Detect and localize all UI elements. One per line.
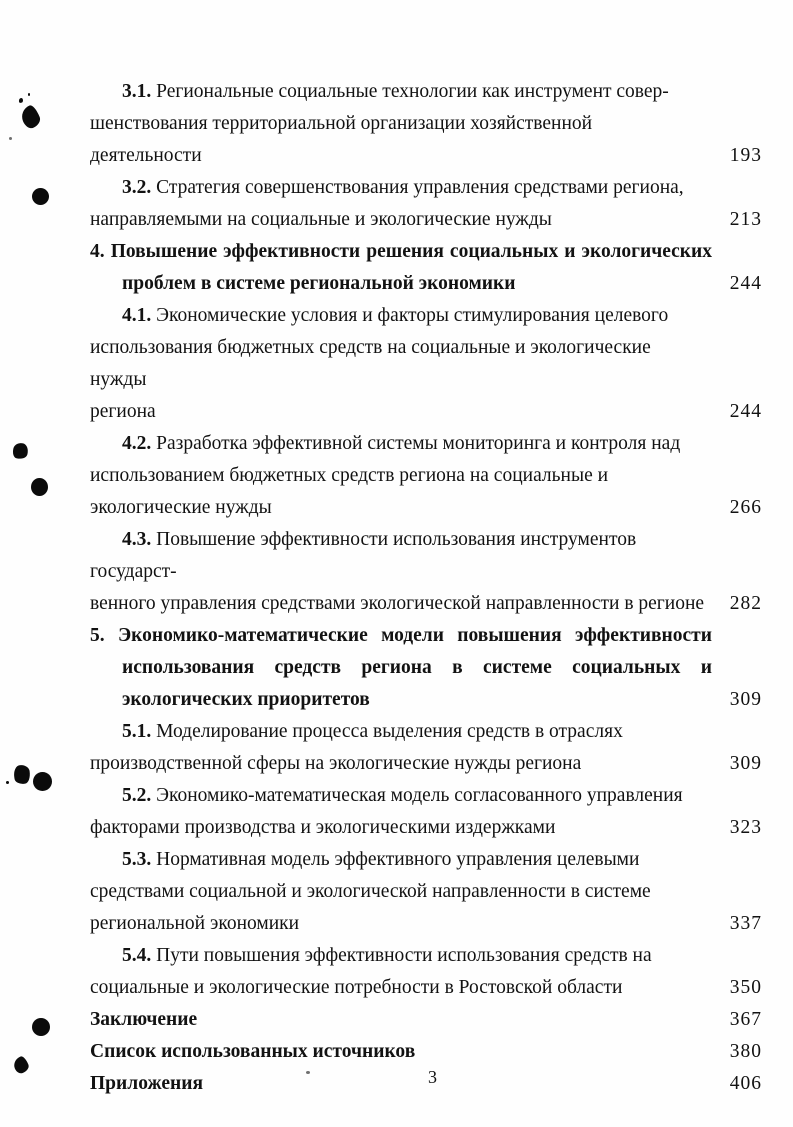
- toc-entry-pagenum: 266: [729, 497, 762, 518]
- toc-entry-line: Приложения: [90, 1073, 204, 1094]
- toc-entry-number: 5.4.: [122, 945, 152, 966]
- toc-entry-line: Заключение: [90, 1009, 198, 1030]
- toc-entry: 5.3. Нормативная модель эффективного упр…: [90, 844, 762, 940]
- toc-entry-pagenum: 380: [729, 1041, 762, 1062]
- toc-entry-number: 5.3.: [122, 849, 152, 870]
- toc-entry-line: 4.2. Разработка эффективной системы мони…: [122, 433, 681, 454]
- toc-entry: 4. Повышение эффективности решения социа…: [90, 236, 762, 300]
- toc-entry-number: 4.3.: [122, 529, 152, 550]
- ink-dot: [32, 1018, 50, 1036]
- toc-entry-line: социальные и экологические потребности в…: [90, 977, 623, 998]
- ink-speck: [28, 93, 30, 96]
- toc-entry-line: деятельности: [90, 145, 202, 166]
- ink-speck: [6, 781, 9, 784]
- toc-entry-line: региона: [90, 401, 156, 422]
- ink-dot: [33, 772, 52, 791]
- toc-entry-line: направляемыми на социальные и экологичес…: [90, 209, 552, 230]
- toc-entry-line: 3.1. Региональные социальные технологии …: [122, 81, 669, 102]
- toc-entry: 4.2. Разработка эффективной системы мони…: [90, 428, 762, 524]
- toc-entry-pagenum: 244: [729, 401, 762, 422]
- toc-entry-pagenum: 350: [729, 977, 762, 998]
- toc-entry-line: венного управления средствами экологичес…: [90, 593, 705, 614]
- toc-entry-pagenum: 193: [729, 145, 762, 166]
- toc-entry: Заключение 367: [90, 1004, 762, 1036]
- toc-entry-number: 4.: [90, 241, 105, 262]
- toc-entry: Приложения 406: [90, 1068, 762, 1100]
- toc-entry: 5. Экономико-математические модели повыш…: [90, 620, 762, 716]
- toc-entry-line: 5.3. Нормативная модель эффективного упр…: [122, 849, 640, 870]
- toc-entry-number: 5.1.: [122, 721, 152, 742]
- toc-entry: 3.2. Стратегия совершенствования управле…: [90, 172, 762, 236]
- toc-entry-number: 3.1.: [122, 81, 152, 102]
- toc-entry-line: 5.4. Пути повышения эффективности исполь…: [122, 945, 652, 966]
- toc-entry-line: шенствования территориальной организации…: [90, 113, 593, 134]
- scan-speck: [306, 1071, 310, 1074]
- toc-entry-number: 4.2.: [122, 433, 152, 454]
- toc-entry: 4.1. Экономические условия и факторы сти…: [90, 300, 762, 428]
- toc-entry-line: 5. Экономико-математические модели повыш…: [90, 625, 712, 646]
- toc-entry-line: 5.1. Моделирование процесса выделения ср…: [122, 721, 623, 742]
- toc-entry-line: проблем в системе региональной экономики: [122, 273, 516, 294]
- toc-entry-pagenum: 406: [729, 1073, 762, 1094]
- toc-entry-pagenum: 309: [729, 753, 762, 774]
- toc-entry-line: 4.1. Экономические условия и факторы сти…: [122, 305, 669, 326]
- toc-entry-pagenum: 323: [729, 817, 762, 838]
- toc-entry-line: использования бюджетных средств на социа…: [90, 337, 651, 390]
- toc-entry-pagenum: 337: [729, 913, 762, 934]
- ink-dot: [31, 478, 48, 496]
- toc-entry: 4.3. Повышение эффективности использован…: [90, 524, 762, 620]
- toc-entry: 5.4. Пути повышения эффективности исполь…: [90, 940, 762, 1004]
- toc-entry-line: 4. Повышение эффективности решения социа…: [90, 241, 712, 262]
- toc-entry-pagenum: 367: [729, 1009, 762, 1030]
- toc-entry-line: экологические нужды: [90, 497, 272, 518]
- page-number: 3: [428, 1067, 437, 1087]
- toc-entry-line: использованием бюджетных средств региона…: [90, 465, 609, 486]
- toc-entry-line: 4.3. Повышение эффективности использован…: [90, 529, 637, 582]
- toc-entry-number: 5.2.: [122, 785, 152, 806]
- toc-entry: 5.2. Экономико-математическая модель сог…: [90, 780, 762, 844]
- toc-entry-line: факторами производства и экологическими …: [90, 817, 556, 838]
- toc-entry-number: 5.: [90, 625, 105, 646]
- toc-entry-line: Список использованных источников: [90, 1041, 416, 1062]
- toc-entry-number: 4.1.: [122, 305, 152, 326]
- toc-entry: 5.1. Моделирование процесса выделения ср…: [90, 716, 762, 780]
- toc-entry-line: производственной сферы на экологические …: [90, 753, 582, 774]
- ink-dot: [32, 188, 49, 205]
- toc-list: 3.1. Региональные социальные технологии …: [0, 76, 793, 1100]
- toc-entry-line: экологических приоритетов: [122, 689, 370, 710]
- toc-entry-line: использования средств региона в системе …: [122, 657, 712, 678]
- toc-entry-line: региональной экономики: [90, 913, 300, 934]
- toc-entry-pagenum: 213: [729, 209, 762, 230]
- toc-entry-number: 3.2.: [122, 177, 152, 198]
- toc-entry-line: 3.2. Стратегия совершенствования управле…: [122, 177, 684, 198]
- toc-entry-pagenum: 244: [729, 273, 762, 294]
- toc-entry-line: средствами социальной и экологической на…: [90, 881, 651, 902]
- toc-entry: Список использованных источников 380: [90, 1036, 762, 1068]
- toc-entry-pagenum: 309: [729, 689, 762, 710]
- scan-speck: [9, 137, 12, 140]
- toc-entry: 3.1. Региональные социальные технологии …: [90, 76, 762, 172]
- toc-entry-line: 5.2. Экономико-математическая модель сог…: [122, 785, 683, 806]
- toc-entry-pagenum: 282: [729, 593, 762, 614]
